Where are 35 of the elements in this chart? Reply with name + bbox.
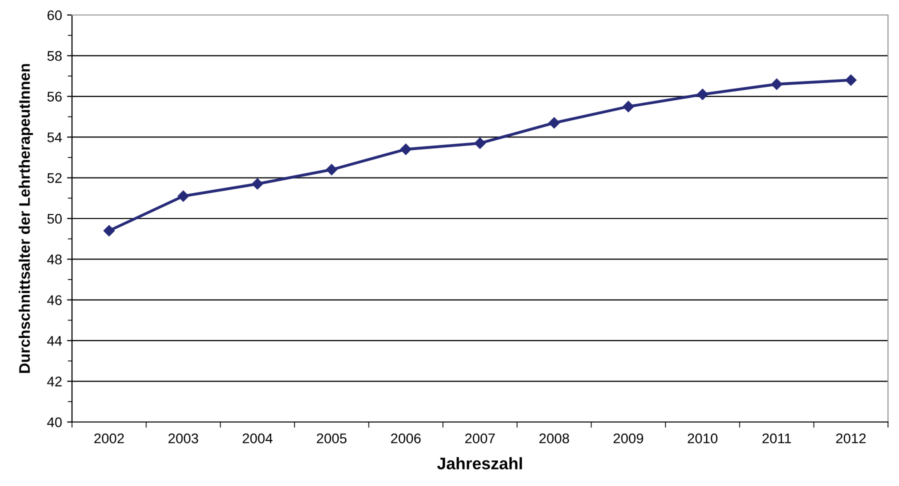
x-tick-label: 2011 [762,433,791,444]
point [696,88,708,100]
y-tick-label: 54 [47,132,62,142]
y-tick-label: 52 [47,173,62,183]
x-tick-label: 2004 [242,433,272,444]
x-tick-label: 2007 [465,433,495,444]
y-tick-label: 50 [47,214,62,224]
point [252,178,264,190]
y-tick-label: 58 [47,51,62,61]
point [178,190,189,202]
y-tick-label: 60 [48,10,62,20]
point [400,144,412,155]
point [103,225,115,236]
point [548,117,560,128]
y-tick-label: 40 [47,417,62,428]
x-axis-title: Jahreszahl [437,457,522,470]
point [845,74,857,86]
y-tick-label: 46 [47,295,62,306]
x-tick-label: 2010 [688,433,718,444]
x-tick-label: 2002 [94,433,124,444]
y-tick-label: 56 [47,92,62,102]
y-tick-label: 44 [47,336,62,346]
point [771,78,782,90]
x-tick-label: 2003 [168,433,198,444]
y-tick-label: 42 [47,376,62,386]
y-axis-title: Durchschnittsalter der LehrtherapeutInnen [18,64,33,373]
x-tick-label: 2005 [316,433,347,444]
x-tick-label: 2008 [539,433,570,444]
x-tick-label: 2006 [391,433,421,444]
y-tick-label: 48 [47,254,62,264]
point [622,100,634,112]
x-tick-label: 2009 [614,433,644,444]
x-tick-label: 2012 [836,433,866,444]
point [326,164,338,176]
point [474,138,486,149]
